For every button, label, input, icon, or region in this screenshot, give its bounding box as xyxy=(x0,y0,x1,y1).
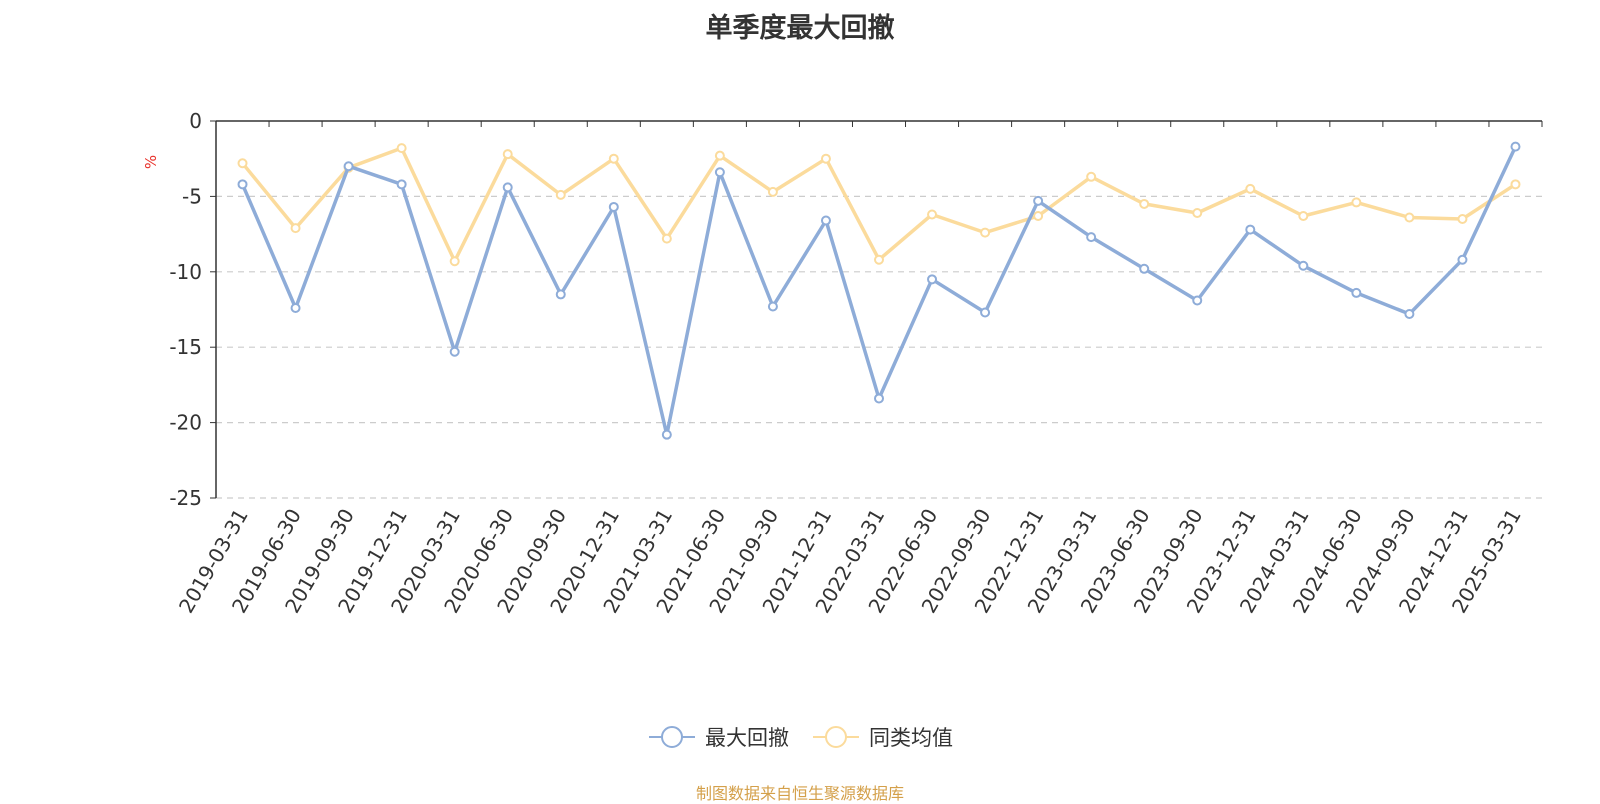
data-point-series-0 xyxy=(343,161,354,172)
legend-label-series-1: 同类均值 xyxy=(869,726,953,750)
grid-lines xyxy=(216,195,1542,499)
data-point-series-1 xyxy=(714,150,725,161)
data-point-series-0 xyxy=(1086,232,1097,243)
data-point-series-1 xyxy=(1351,197,1362,208)
data-point-series-0 xyxy=(1298,260,1309,271)
data-point-series-0 xyxy=(820,215,831,226)
data-point-series-0 xyxy=(874,393,884,404)
data-point-series-1 xyxy=(820,153,831,164)
data-point-series-1 xyxy=(1033,211,1044,222)
series-lines xyxy=(237,141,1521,440)
y-tick-label: -25 xyxy=(169,486,202,510)
data-point-series-1 xyxy=(237,158,248,169)
legend-label-series-0: 最大回撤 xyxy=(705,726,789,750)
data-point-series-0 xyxy=(1510,141,1521,152)
data-point-series-0 xyxy=(608,201,619,212)
legend-item-series-0[interactable]: 最大回撤 xyxy=(647,722,789,752)
data-point-series-1 xyxy=(1139,198,1150,209)
series-line-1 xyxy=(241,146,1517,263)
data-point-series-0 xyxy=(237,179,248,190)
source-note: 制图数据来自恒生聚源数据库 xyxy=(695,784,904,803)
data-point-series-1 xyxy=(1245,183,1256,194)
data-point-series-0 xyxy=(714,167,725,178)
data-point-series-1 xyxy=(396,143,407,154)
data-point-series-1 xyxy=(1086,171,1097,182)
data-point-series-0 xyxy=(1139,263,1150,274)
data-point-series-1 xyxy=(1404,212,1415,223)
data-point-series-1 xyxy=(1192,207,1203,218)
data-point-series-1 xyxy=(449,256,460,267)
data-point-series-1 xyxy=(1510,179,1521,190)
y-tick-label: 0 xyxy=(189,109,202,133)
data-point-series-1 xyxy=(502,149,513,160)
data-point-series-0 xyxy=(1192,295,1203,306)
data-point-series-0 xyxy=(1457,254,1468,265)
legend-line-circle-icon xyxy=(813,726,859,748)
legend-line-circle-icon xyxy=(649,726,695,748)
y-tick-label: -5 xyxy=(182,184,202,208)
y-tick-label: -20 xyxy=(169,411,202,435)
data-point-series-0 xyxy=(396,179,407,190)
data-point-series-1 xyxy=(927,209,938,220)
data-point-series-0 xyxy=(927,274,938,285)
data-point-series-0 xyxy=(661,429,672,440)
data-point-series-0 xyxy=(555,289,566,300)
legend-item-series-1[interactable]: 同类均值 xyxy=(811,722,953,752)
data-point-series-1 xyxy=(980,227,991,238)
y-tick-label: -10 xyxy=(169,260,202,284)
y-tick-label: -15 xyxy=(169,335,202,359)
data-point-series-1 xyxy=(1298,211,1309,222)
data-point-series-1 xyxy=(661,233,672,244)
data-point-series-0 xyxy=(449,346,460,357)
data-point-series-1 xyxy=(555,189,566,200)
chart-title: 单季度最大回撤 xyxy=(705,13,895,44)
series-line-0 xyxy=(240,145,1518,437)
data-point-series-0 xyxy=(1245,224,1256,235)
data-point-series-1 xyxy=(874,254,884,265)
data-point-series-0 xyxy=(767,301,778,312)
data-point-series-1 xyxy=(290,223,301,234)
data-point-series-1 xyxy=(1457,214,1468,225)
data-point-series-0 xyxy=(1404,309,1415,320)
axes: 0-5-10-15-20-25%2019-03-312019-06-302019… xyxy=(142,109,1543,617)
data-point-series-1 xyxy=(608,153,619,164)
data-point-series-0 xyxy=(502,182,513,193)
data-point-series-0 xyxy=(980,307,991,318)
data-point-series-0 xyxy=(1351,287,1362,298)
y-axis-label: % xyxy=(142,155,160,169)
data-point-series-0 xyxy=(1033,195,1044,206)
data-point-series-0 xyxy=(290,302,301,313)
legend: 最大回撤 同类均值 xyxy=(0,722,1600,752)
data-point-series-1 xyxy=(767,186,778,197)
